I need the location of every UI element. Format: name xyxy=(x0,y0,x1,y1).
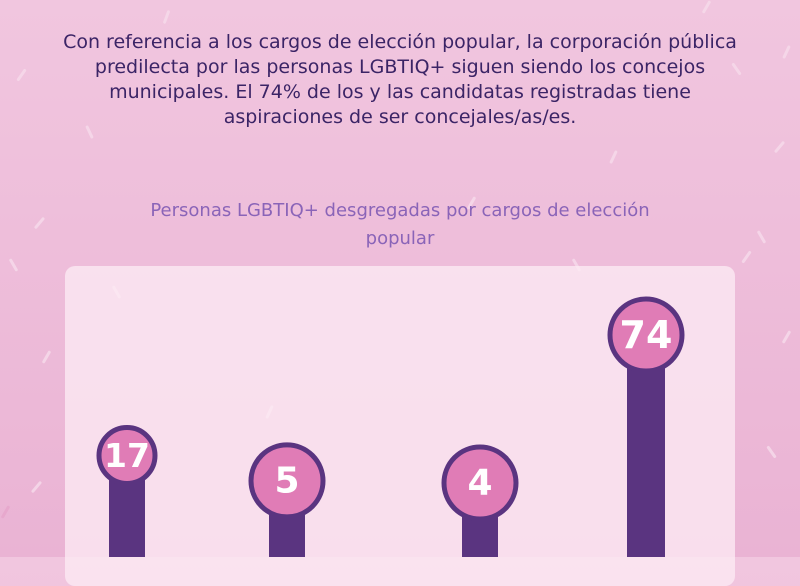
bar-chart: 17 5 4 74 xyxy=(96,296,685,557)
value-marker-3 xyxy=(441,444,519,522)
value-marker-4 xyxy=(607,296,685,374)
data-label-2: 5 xyxy=(274,460,299,501)
data-label-1: 17 xyxy=(104,436,150,475)
data-label-3: 4 xyxy=(467,463,492,504)
value-marker-2 xyxy=(248,442,326,520)
intro-text: Con referencia a los cargos de elección … xyxy=(63,31,737,128)
value-marker-1 xyxy=(96,425,158,487)
chart-title: Personas LGBTIQ+ desgregadas por cargos … xyxy=(150,200,650,249)
data-label-4: 74 xyxy=(620,313,673,357)
